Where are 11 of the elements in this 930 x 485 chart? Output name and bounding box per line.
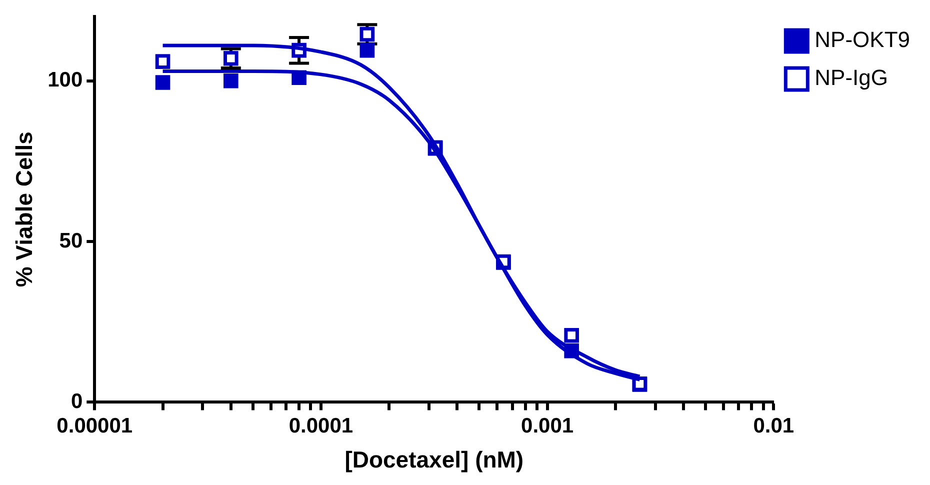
x-tick-label: 0.01 — [753, 414, 794, 438]
x-tick-label: 0.0001 — [288, 414, 354, 438]
legend-label: NP-OKT9 — [814, 27, 910, 52]
y-tick-label: 0 — [70, 390, 83, 413]
legend-label: NP-IgG — [814, 65, 888, 90]
y-tick-label: 50 — [59, 229, 83, 252]
x-tick-label: 0.001 — [521, 414, 574, 438]
x-tick-label: 0.00001 — [56, 414, 133, 438]
x-axis-title: [Docetaxel] (nM) — [344, 446, 524, 473]
y-axis-title: % Viable Cells — [11, 132, 38, 288]
y-tick-label: 100 — [48, 68, 83, 92]
